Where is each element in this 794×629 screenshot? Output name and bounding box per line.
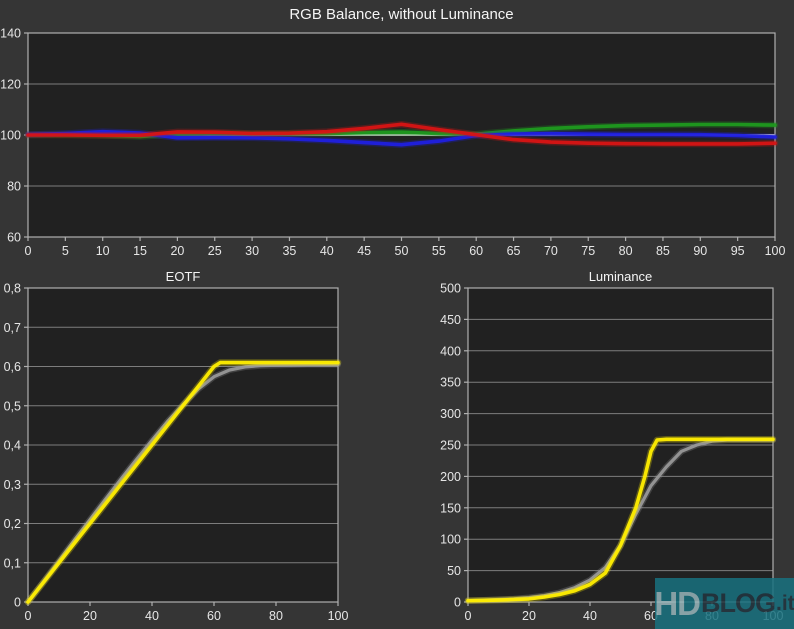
watermark-hd-text: HD — [654, 584, 701, 622]
svg-text:55: 55 — [432, 244, 446, 258]
svg-text:95: 95 — [731, 244, 745, 258]
svg-text:0,5: 0,5 — [4, 399, 21, 413]
luminance-chart: Luminance 0 50 100 150 200 250 300 350 400 450 500… — [397, 265, 794, 629]
eotf-title: EOTF — [165, 269, 201, 284]
luminance-title: Luminance — [588, 269, 653, 284]
svg-text:60: 60 — [7, 231, 21, 245]
svg-text:70: 70 — [544, 244, 558, 258]
svg-text:100: 100 — [765, 244, 786, 258]
svg-text:0: 0 — [25, 609, 32, 623]
svg-text:0,7: 0,7 — [4, 321, 21, 335]
svg-text:50: 50 — [395, 244, 409, 258]
svg-text:100: 100 — [328, 609, 349, 623]
svg-text:0,3: 0,3 — [4, 478, 21, 492]
svg-text:40: 40 — [583, 609, 597, 623]
svg-text:65: 65 — [507, 244, 521, 258]
svg-text:450: 450 — [440, 313, 461, 327]
svg-text:80: 80 — [7, 180, 21, 194]
svg-text:150: 150 — [440, 501, 461, 515]
eotf-chart: EOTF 0 0,1 0,2 0,3 0,4 0,5 0,6 0,7 0,8 0 20 40 60 80 1… — [0, 265, 397, 629]
svg-text:350: 350 — [440, 376, 461, 390]
svg-text:40: 40 — [145, 609, 159, 623]
svg-text:10: 10 — [96, 244, 110, 258]
svg-text:300: 300 — [440, 407, 461, 421]
svg-text:200: 200 — [440, 470, 461, 484]
svg-text:20: 20 — [170, 244, 184, 258]
svg-text:0,6: 0,6 — [4, 360, 21, 374]
svg-text:140: 140 — [0, 27, 21, 41]
svg-text:5: 5 — [62, 244, 69, 258]
svg-text:0,4: 0,4 — [4, 439, 21, 453]
svg-text:50: 50 — [447, 564, 461, 578]
svg-text:80: 80 — [619, 244, 633, 258]
watermark-blog-text: BLOG — [701, 588, 776, 618]
watermark-it-text: .it — [776, 591, 794, 615]
svg-text:0: 0 — [465, 609, 472, 623]
svg-text:250: 250 — [440, 439, 461, 453]
luminance-plot: 0501001502002503003504004505000204060801… — [440, 282, 783, 624]
svg-text:45: 45 — [357, 244, 371, 258]
svg-text:500: 500 — [440, 282, 461, 296]
svg-text:60: 60 — [644, 609, 658, 623]
svg-text:0,1: 0,1 — [4, 556, 21, 570]
svg-text:0: 0 — [14, 596, 21, 610]
svg-text:0,2: 0,2 — [4, 517, 21, 531]
rgb-balance-title: RGB Balance, without Luminance — [289, 6, 514, 23]
svg-text:20: 20 — [83, 609, 97, 623]
svg-text:25: 25 — [208, 244, 222, 258]
svg-text:0,8: 0,8 — [4, 282, 21, 296]
svg-text:75: 75 — [581, 244, 595, 258]
svg-text:60: 60 — [469, 244, 483, 258]
svg-text:100: 100 — [440, 533, 461, 547]
svg-text:35: 35 — [282, 244, 296, 258]
svg-text:85: 85 — [656, 244, 670, 258]
svg-text:60: 60 — [207, 609, 221, 623]
svg-text:120: 120 — [0, 78, 21, 92]
svg-text:0: 0 — [25, 244, 32, 258]
hdblog-watermark: HD BLOG .it — [654, 578, 794, 629]
rgb-balance-plot: 60 80 100 120 140 0 5 10 15 20 25 30 35 40 45 50 55 60 65 7… — [0, 27, 786, 259]
svg-text:15: 15 — [133, 244, 147, 258]
svg-text:80: 80 — [269, 609, 283, 623]
svg-text:0: 0 — [454, 596, 461, 610]
svg-text:40: 40 — [320, 244, 334, 258]
rgb-balance-chart: RGB Balance, without Luminance 60 80 100 12… — [0, 0, 794, 265]
svg-text:20: 20 — [522, 609, 536, 623]
eotf-plot: 0 0,1 0,2 0,3 0,4 0,5 0,6 0,7 0,8 0 20 40 60 80 100 — [4, 282, 349, 624]
svg-text:100: 100 — [0, 129, 21, 143]
svg-text:30: 30 — [245, 244, 259, 258]
svg-text:400: 400 — [440, 344, 461, 358]
svg-text:90: 90 — [693, 244, 707, 258]
